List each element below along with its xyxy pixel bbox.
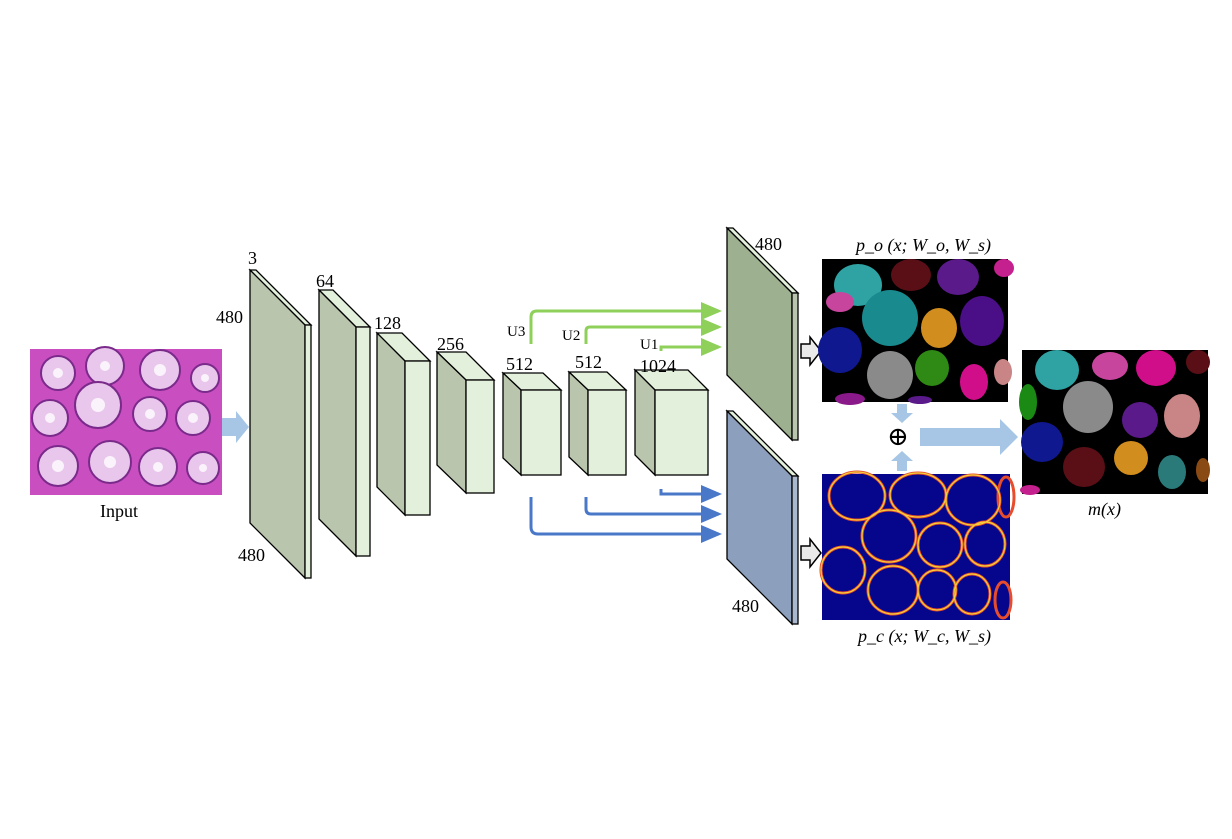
block-64-channels: 64 bbox=[316, 271, 334, 291]
input-label: Input bbox=[100, 501, 138, 521]
encoder-block-512-a bbox=[501, 371, 563, 477]
u2-blue-arrow bbox=[584, 497, 722, 523]
block-128-channels: 128 bbox=[374, 313, 401, 333]
encoder-block-1024 bbox=[633, 368, 710, 477]
u3-blue-arrow bbox=[529, 497, 722, 543]
object-slab-size: 480 bbox=[755, 234, 782, 254]
object-output-slab bbox=[725, 226, 800, 442]
block-3-channels: 3 bbox=[248, 248, 257, 268]
contour-slab-size: 480 bbox=[732, 596, 759, 616]
u2-label: U2 bbox=[562, 328, 581, 344]
input-histology-image bbox=[30, 346, 222, 495]
encoder-block-128 bbox=[375, 331, 432, 517]
encoder-block-256 bbox=[435, 350, 496, 495]
final-segmentation-map bbox=[1019, 350, 1210, 495]
pc-formula: p_c (x; W_c, W_s) bbox=[858, 626, 991, 646]
fusion-top-arrow bbox=[891, 404, 913, 423]
u2-green-arrow bbox=[584, 318, 722, 344]
contour-probability-map bbox=[819, 470, 1016, 620]
u1-label: U1 bbox=[640, 337, 659, 353]
block-512b-channels: 512 bbox=[575, 352, 602, 372]
object-hollow-arrow bbox=[800, 334, 822, 368]
u3-label: U3 bbox=[507, 324, 526, 340]
encoder-block-512-b bbox=[567, 370, 628, 477]
block-512a-channels: 512 bbox=[506, 354, 533, 374]
contour-output-slab bbox=[725, 409, 800, 626]
fusion-symbol: ⊕ bbox=[887, 422, 909, 451]
u1-blue-arrow bbox=[659, 485, 722, 503]
block-3-depth: 480 bbox=[238, 545, 265, 565]
mx-formula: m(x) bbox=[1088, 499, 1121, 519]
object-probability-map bbox=[818, 259, 1014, 405]
fusion-bottom-arrow bbox=[891, 451, 913, 471]
u3-green-arrow bbox=[529, 302, 722, 344]
encoder-block-3 bbox=[248, 268, 313, 580]
contour-hollow-arrow bbox=[800, 536, 822, 570]
fusion-output-arrow bbox=[920, 419, 1018, 455]
po-formula: p_o (x; W_o, W_s) bbox=[856, 235, 991, 255]
block-3-height: 480 bbox=[216, 307, 243, 327]
input-flow-arrow bbox=[222, 411, 249, 443]
block-1024-channels: 1024 bbox=[640, 356, 676, 376]
encoder-block-64 bbox=[317, 288, 372, 558]
block-256-channels: 256 bbox=[437, 334, 464, 354]
u1-green-arrow bbox=[659, 338, 722, 356]
